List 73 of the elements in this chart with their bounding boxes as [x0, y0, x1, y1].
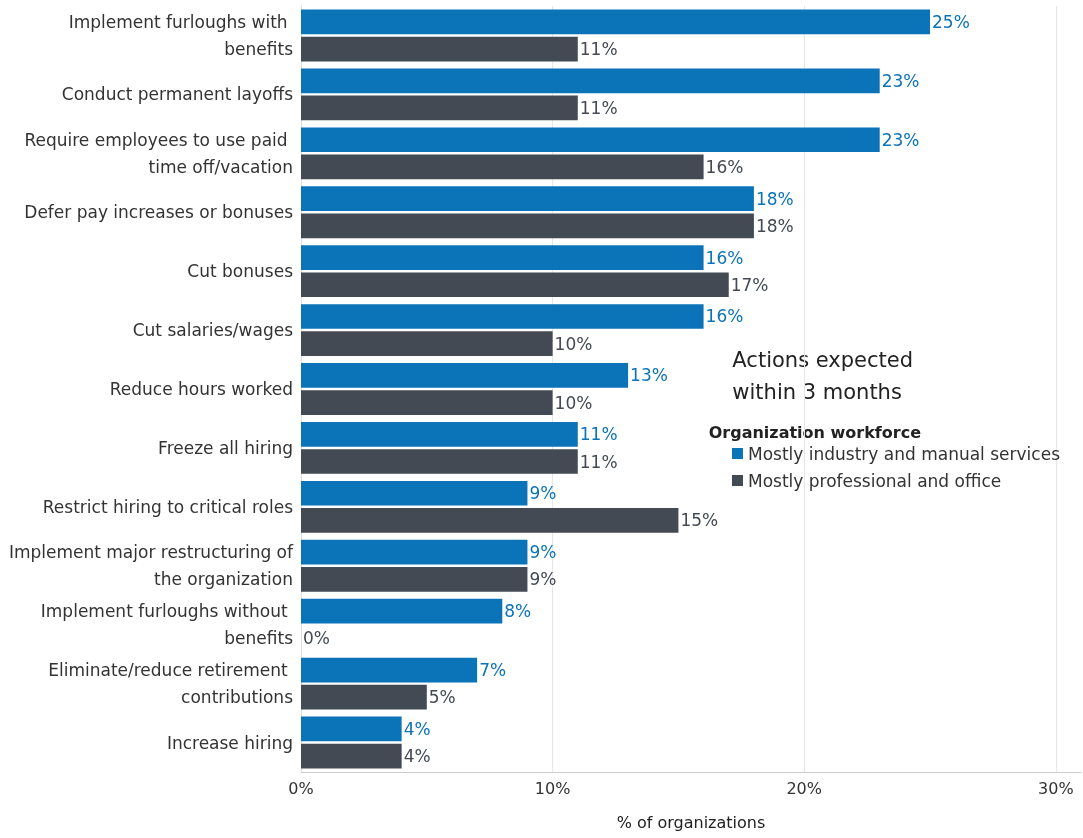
x-tick-label: 10% — [534, 778, 571, 798]
x-tick-label: 0% — [288, 778, 314, 798]
bar — [301, 213, 754, 239]
data-label: 18% — [755, 215, 794, 236]
y-tick-label: Restrict hiring to critical roles — [42, 496, 294, 517]
y-tick-label: Require employees to use paid time off/vacation — [24, 129, 293, 177]
data-label: 9% — [529, 569, 557, 590]
bar — [301, 567, 528, 592]
bar — [301, 245, 704, 270]
y-tick-label: Freeze all hiring — [158, 437, 293, 458]
annotation: Actions expected within 3 months — [732, 348, 914, 404]
legend-title: Organization workforce — [708, 422, 922, 442]
bar — [301, 36, 578, 62]
data-label: 10% — [554, 333, 593, 354]
y-tick-label: Cut salaries/wages — [132, 320, 294, 341]
data-label: 16% — [705, 156, 744, 177]
bar — [301, 539, 528, 565]
bar — [301, 390, 553, 415]
bar — [301, 684, 427, 710]
x-tick-label: 20% — [786, 778, 823, 798]
bar — [301, 743, 402, 769]
data-label: 11% — [579, 39, 618, 60]
data-label: 25% — [932, 11, 970, 32]
data-label: 11% — [579, 97, 618, 118]
bar — [301, 508, 679, 533]
y-tick-label: Cut bonuses — [187, 261, 294, 282]
legend-label: Mostly professional and office — [747, 470, 1002, 491]
data-label: 10% — [554, 392, 593, 413]
y-tick-label: Eliminate/reduce retirement contributions — [48, 660, 294, 708]
data-label: 4% — [403, 746, 431, 767]
data-label: 9% — [529, 483, 557, 504]
bar — [301, 422, 578, 447]
bar — [301, 9, 931, 35]
bar — [301, 657, 478, 683]
bar — [301, 480, 528, 506]
bar — [301, 449, 578, 474]
data-label: 23% — [881, 129, 920, 150]
bar — [301, 716, 402, 742]
bar — [301, 127, 880, 153]
x-axis-title: % of organizations — [616, 812, 766, 832]
data-label: 13% — [630, 365, 668, 386]
data-label: 16% — [705, 306, 744, 327]
data-label: 15% — [680, 510, 719, 531]
data-label: 8% — [504, 601, 532, 622]
y-tick-label: Implement major restructuring of the organization — [8, 542, 295, 590]
bar — [301, 272, 729, 298]
data-label: 17% — [730, 274, 769, 295]
y-tick-label: Reduce hours worked — [109, 379, 293, 399]
data-label: 7% — [479, 660, 507, 681]
y-tick-label: Defer pay increases or bonuses — [24, 202, 294, 223]
bar — [301, 331, 553, 356]
y-tick-label: Conduct permanent layoffs — [61, 84, 294, 105]
data-label: 23% — [881, 70, 920, 91]
y-tick-label: Implement furloughs without benefits — [40, 601, 294, 649]
y-tick-label: Increase hiring — [166, 732, 293, 753]
bar — [301, 154, 704, 180]
bar — [301, 186, 754, 211]
data-label: 11% — [579, 424, 618, 445]
bar — [301, 304, 704, 329]
legend-label: Mostly industry and manual services — [747, 443, 1061, 464]
data-label: 9% — [529, 542, 557, 563]
data-label: 5% — [428, 687, 456, 708]
data-label: 18% — [755, 188, 794, 209]
y-tick-label: Implement furloughs with benefits — [68, 11, 294, 59]
bar — [301, 363, 629, 388]
data-label: 16% — [705, 247, 744, 268]
bar — [301, 598, 503, 624]
data-label: 4% — [403, 718, 431, 739]
data-label: 0% — [303, 628, 330, 649]
bar — [301, 95, 578, 121]
bar — [301, 68, 880, 94]
data-label: 11% — [579, 451, 618, 472]
x-tick-label: 30% — [1038, 778, 1074, 798]
